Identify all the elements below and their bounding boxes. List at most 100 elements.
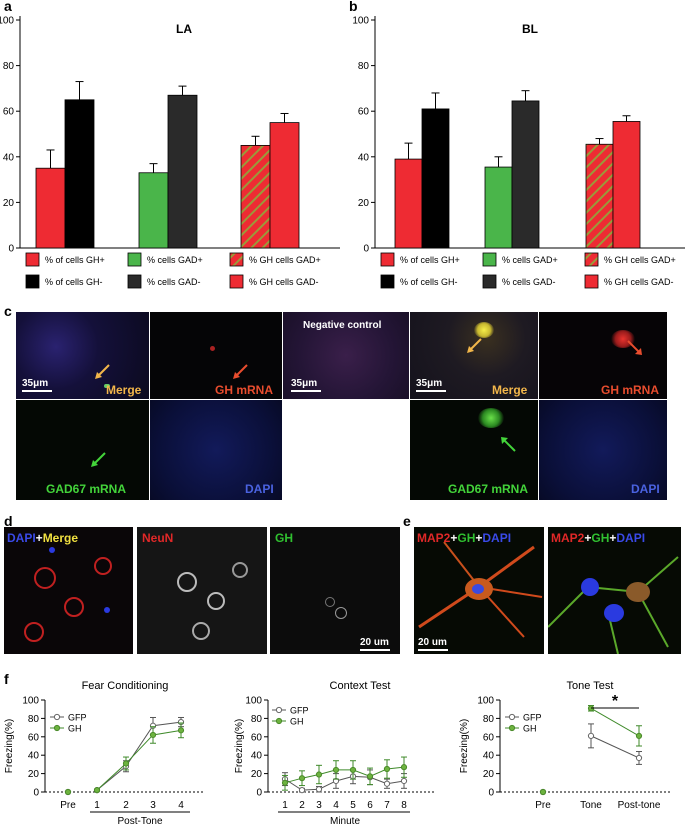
y-tick-label: 0 xyxy=(33,788,39,799)
panel-label-e: e xyxy=(403,513,411,529)
legend-swatch xyxy=(380,274,395,289)
y-tick-label: 80 xyxy=(28,714,40,725)
label-d-gh: GH xyxy=(275,531,293,545)
data-point xyxy=(539,788,547,796)
bar xyxy=(64,99,95,249)
y-tick-label: 100 xyxy=(245,696,262,707)
y-tick-label: 100 xyxy=(22,696,39,707)
legend-swatch xyxy=(229,274,244,289)
legend-marker xyxy=(53,713,61,721)
data-point xyxy=(400,764,408,771)
y-tick-label: 20 xyxy=(3,198,15,209)
y-tick-label: 60 xyxy=(483,732,495,743)
chart-title: BL xyxy=(522,22,538,36)
micrograph-d-merge: DAPI+Merge xyxy=(4,527,133,654)
y-tick-label: 0 xyxy=(8,244,14,255)
legend-marker xyxy=(508,724,516,732)
scale-bar-d: 20 um xyxy=(360,637,390,651)
significance-marker: * xyxy=(612,693,619,710)
legend-swatch xyxy=(25,274,40,289)
label-e-left: MAP2+GH+DAPI xyxy=(417,531,512,545)
data-point xyxy=(122,760,130,767)
legend-label: % of cells GH+ xyxy=(45,255,105,265)
data-point xyxy=(635,754,643,762)
series-line xyxy=(590,735,640,759)
label-gh-mrna-right: GH mRNA xyxy=(601,383,660,397)
scale-bar-e-left: 20 um xyxy=(418,637,448,651)
label-gh-mrna: GH mRNA xyxy=(215,383,274,397)
panel-label-b: b xyxy=(349,0,358,14)
legend-label: GH xyxy=(523,724,537,734)
x-tick-label: 1 xyxy=(282,800,288,811)
legend-label: GH xyxy=(290,717,304,727)
legend-label: % GH cells GAD+ xyxy=(604,255,676,265)
legend-label: % of cells GH+ xyxy=(400,255,460,265)
bar xyxy=(167,94,198,249)
legend-marker xyxy=(508,713,516,721)
legend-label: % cells GAD+ xyxy=(147,255,203,265)
x-tick-label: 1 xyxy=(94,800,100,811)
legend-swatch xyxy=(127,252,142,267)
x-axis-label: Post-Tone xyxy=(117,816,162,827)
x-tick-label: 2 xyxy=(299,800,305,811)
y-tick-label: 100 xyxy=(477,696,494,707)
legend-label: GFP xyxy=(290,706,309,716)
label-merge: Merge xyxy=(106,383,142,397)
panel-label-c: c xyxy=(4,303,12,319)
y-tick-label: 40 xyxy=(358,152,370,163)
legend-label: % GH cells GAD- xyxy=(249,277,319,287)
bar xyxy=(511,100,540,249)
chart-title: Context Test xyxy=(330,680,391,692)
data-point xyxy=(383,765,391,773)
scale-bar-c-right: 35μm xyxy=(416,378,446,392)
data-point xyxy=(298,787,306,794)
series-line xyxy=(96,729,182,791)
x-tick-label: 7 xyxy=(384,800,390,811)
legend-swatch xyxy=(584,274,599,289)
chart-title: Tone Test xyxy=(567,680,614,692)
data-point xyxy=(93,787,101,794)
legend-swatch xyxy=(229,252,244,267)
bar xyxy=(35,167,66,249)
bar xyxy=(484,166,513,249)
legend-swatch xyxy=(482,252,497,267)
micrograph-dapi-right: DAPI xyxy=(539,400,667,500)
label-gad67-mrna-right: GAD67 mRNA xyxy=(448,482,529,496)
legend-marker xyxy=(275,706,283,714)
series-line xyxy=(96,721,182,791)
legend-label: % cells GAD- xyxy=(502,277,556,287)
x-tick-label: Pre xyxy=(535,800,551,811)
chart-title: LA xyxy=(176,22,192,36)
legend-label: % of cells GH- xyxy=(400,277,458,287)
legend-label: % cells GAD+ xyxy=(502,255,558,265)
line-chart-context-test: Context Test 0 20 40 60 80 100 Freezing(%) 1 2 3 4 5… xyxy=(234,680,435,827)
label-dapi: DAPI xyxy=(245,482,274,496)
y-tick-label: 40 xyxy=(28,751,40,762)
data-point xyxy=(64,788,72,796)
data-point xyxy=(315,771,323,778)
bar xyxy=(269,122,300,249)
line-chart-tone-test: Tone Test 0 20 40 60 80 100 Freezing(%) Pre Tone P… xyxy=(459,680,670,811)
bar xyxy=(394,158,423,249)
bar xyxy=(421,108,450,249)
legend-label: % cells GAD- xyxy=(147,277,201,287)
y-tick-label: 60 xyxy=(251,732,263,743)
label-gad67-mrna: GAD67 mRNA xyxy=(46,482,127,496)
y-axis-label: Freezing(%) xyxy=(459,719,470,773)
micrograph-dapi-left: DAPI xyxy=(150,400,282,500)
data-point xyxy=(400,777,408,785)
y-tick-label: 100 xyxy=(0,16,14,27)
data-point xyxy=(635,732,643,739)
y-tick-label: 80 xyxy=(3,61,15,72)
micrograph-gad67-left: GAD67 mRNA xyxy=(16,400,149,500)
y-tick-label: 0 xyxy=(488,788,494,799)
x-tick-label: 2 xyxy=(123,800,129,811)
x-tick-label: 6 xyxy=(367,800,373,811)
micrograph-merge-left: Merge 35μm xyxy=(16,312,149,399)
y-axis-label: Freezing(%) xyxy=(234,719,245,773)
y-tick-label: 100 xyxy=(352,16,369,27)
y-tick-label: 20 xyxy=(483,769,495,780)
y-tick-label: 60 xyxy=(3,107,15,118)
y-tick-label: 20 xyxy=(358,198,370,209)
label-d-merge: DAPI+Merge xyxy=(7,531,79,545)
